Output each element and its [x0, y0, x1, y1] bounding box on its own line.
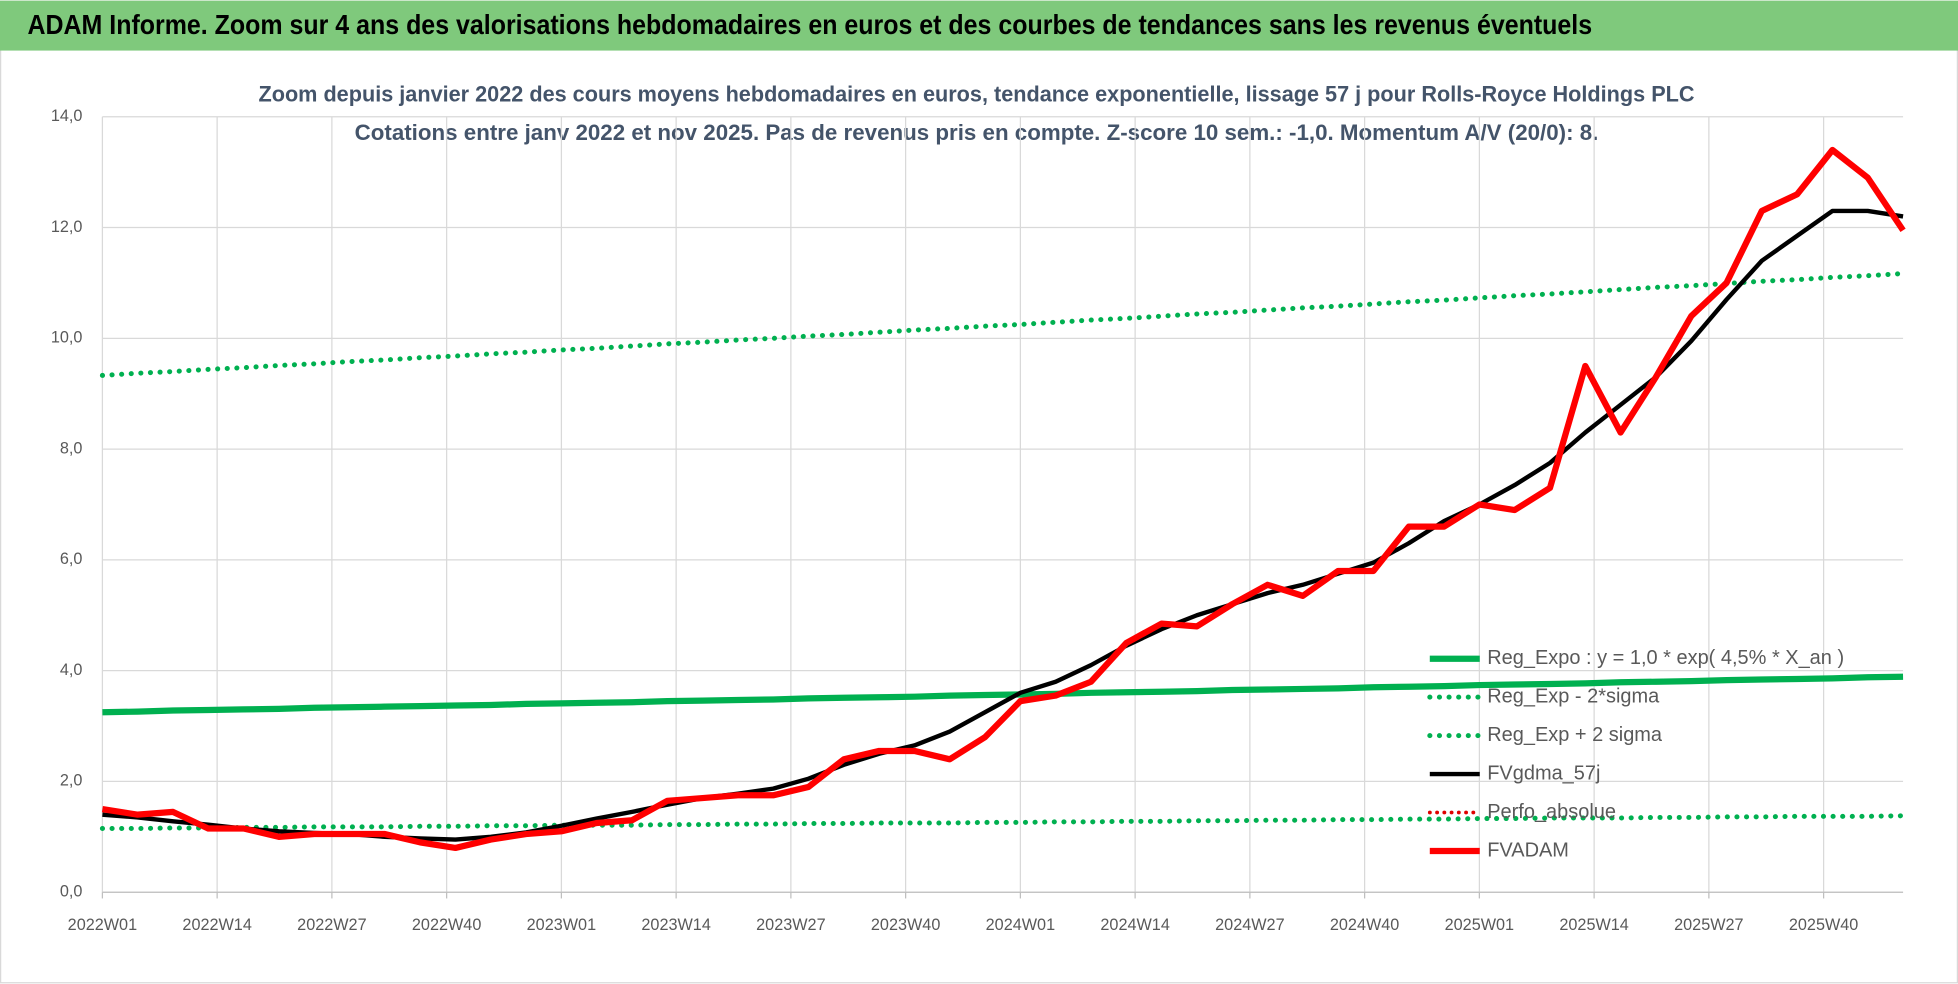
- y-tick-label: 10,0: [51, 329, 83, 347]
- legend-label: Reg_Expo : y = 1,0 * exp( 4,5% * X_an ): [1487, 647, 1844, 669]
- x-tick-label: 2024W40: [1330, 916, 1399, 934]
- x-tick-label: 2025W27: [1674, 916, 1743, 934]
- series-line: [102, 673, 1904, 716]
- chart-subtitle: Cotations entre janv 2022 et nov 2025. P…: [355, 120, 1599, 145]
- legend-label: Reg_Exp - 2*sigma: [1487, 685, 1660, 707]
- x-tick-label: 2022W01: [68, 916, 137, 934]
- x-tick-label: 2023W27: [756, 916, 825, 934]
- x-tick-label: 2025W01: [1445, 916, 1514, 934]
- legend-label: Reg_Exp + 2 sigma: [1487, 724, 1663, 746]
- series-line: [101, 146, 1906, 852]
- y-tick-label: 4,0: [60, 661, 83, 679]
- series-line: [99, 271, 1906, 378]
- legend-label: FVADAM: [1487, 839, 1569, 861]
- y-tick-label: 0,0: [60, 882, 83, 900]
- header-bar: [0, 0, 1958, 51]
- x-tick-label: 2023W40: [871, 916, 940, 934]
- y-tick-label: 2,0: [60, 772, 83, 790]
- x-tick-label: 2023W01: [527, 916, 596, 934]
- y-tick-label: 6,0: [60, 550, 83, 568]
- y-tick-label: 8,0: [60, 439, 83, 457]
- series-line: [99, 813, 1906, 832]
- legend-label: Perfo_absolue: [1487, 801, 1616, 823]
- legend-label: FVgdma_57j: [1487, 762, 1600, 784]
- x-tick-label: 2024W27: [1215, 916, 1284, 934]
- x-tick-label: 2022W40: [412, 916, 481, 934]
- x-tick-label: 2024W14: [1100, 916, 1169, 934]
- y-tick-label: 12,0: [51, 218, 83, 236]
- x-tick-label: 2023W14: [641, 916, 710, 934]
- x-tick-label: 2024W01: [986, 916, 1055, 934]
- y-tick-label: 14,0: [51, 107, 83, 125]
- x-tick-label: 2022W27: [297, 916, 366, 934]
- header-title: ADAM Informe. Zoom sur 4 ans des valoris…: [27, 9, 1592, 40]
- x-tick-label: 2022W14: [182, 916, 251, 934]
- x-tick-label: 2025W40: [1789, 916, 1858, 934]
- chart-title: Zoom depuis janvier 2022 des cours moyen…: [258, 81, 1694, 106]
- x-tick-label: 2025W14: [1559, 916, 1628, 934]
